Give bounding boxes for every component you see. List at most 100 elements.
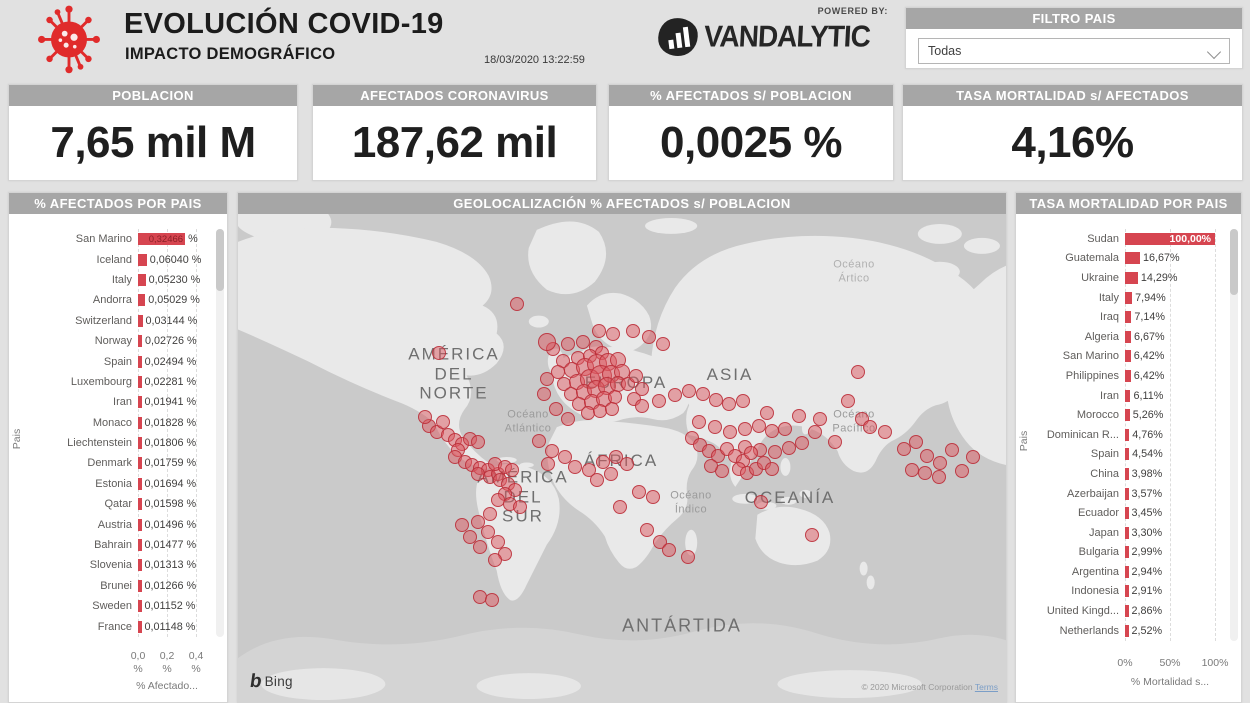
bar-andorra[interactable] [138,294,146,307]
bing-logo[interactable]: b Bing [248,671,293,692]
bar-liechtenstein[interactable] [138,437,142,450]
map-data-point[interactable] [736,394,750,408]
map-data-point[interactable] [738,422,752,436]
map-data-point[interactable] [604,467,618,481]
bar-sweden[interactable] [138,600,142,613]
map-data-point[interactable] [455,518,469,532]
map-data-point[interactable] [568,460,582,474]
map-data-point[interactable] [933,456,947,470]
map-data-point[interactable] [754,495,768,509]
map-data-point[interactable] [708,420,722,434]
map-data-point[interactable] [613,500,627,514]
map-data-point[interactable] [558,450,572,464]
map-data-point[interactable] [704,459,718,473]
map-data-point[interactable] [436,415,450,429]
bar-san-marino[interactable] [1125,350,1131,363]
bar-estonia[interactable] [138,477,142,490]
map-data-point[interactable] [966,450,980,464]
map-data-point[interactable] [851,365,865,379]
map-data-point[interactable] [432,346,446,360]
bar-luxembourg[interactable] [138,375,142,388]
map-data-point[interactable] [605,402,619,416]
bar-iceland[interactable] [138,253,147,266]
country-filter-dropdown[interactable]: Todas [918,38,1230,64]
bar-philippines[interactable] [1125,369,1131,382]
map-data-point[interactable] [418,410,432,424]
bar-monaco[interactable] [138,416,142,429]
map-data-point[interactable] [545,444,559,458]
map-data-point[interactable] [596,455,610,469]
bar-italy[interactable] [138,273,146,286]
bar-spain[interactable] [1125,448,1130,461]
map-data-point[interactable] [473,540,487,554]
map-data-point[interactable] [795,436,809,450]
map-data-point[interactable] [723,425,737,439]
map-data-point[interactable] [668,388,682,402]
bar-slovenia[interactable] [138,559,142,572]
map-data-point[interactable] [909,435,923,449]
map-data-point[interactable] [510,297,524,311]
bar-spain[interactable] [138,355,142,368]
map-data-point[interactable] [488,553,502,567]
map-data-point[interactable] [813,412,827,426]
bar-bahrain[interactable] [138,539,142,552]
map-data-point[interactable] [778,422,792,436]
bar-azerbaijan[interactable] [1125,487,1129,500]
map-data-point[interactable] [696,387,710,401]
bar-argentina[interactable] [1125,565,1129,578]
bar-denmark[interactable] [138,457,142,470]
map-data-point[interactable] [640,523,654,537]
scrollbar-thumb[interactable] [216,229,224,291]
map-data-point[interactable] [481,525,495,539]
map-data-point[interactable] [905,463,919,477]
bar-france[interactable] [138,620,142,633]
map-data-point[interactable] [538,333,556,351]
map-data-point[interactable] [782,441,796,455]
terms-link[interactable]: Terms [974,682,998,692]
bar-dominican-r-[interactable] [1125,428,1130,441]
bar-qatar[interactable] [138,498,142,511]
map-data-point[interactable] [606,327,620,341]
map-data-point[interactable] [540,372,554,386]
scrollbar-thumb[interactable] [1230,229,1238,295]
map-data-point[interactable] [760,406,774,420]
bar-italy[interactable] [1125,291,1133,304]
map-data-point[interactable] [485,593,499,607]
bar-norway[interactable] [138,335,142,348]
map-data-point[interactable] [765,424,779,438]
map-data-point[interactable] [792,409,806,423]
map-data-point[interactable] [541,457,555,471]
map-data-point[interactable] [808,425,822,439]
bar-china[interactable] [1125,467,1129,480]
map-data-point[interactable] [765,462,779,476]
bar-indonesia[interactable] [1125,585,1129,598]
map-data-point[interactable] [841,394,855,408]
map-data-point[interactable] [635,399,649,413]
bar-iraq[interactable] [1125,311,1132,324]
bar-switzerland[interactable] [138,314,143,327]
bar-sudan[interactable]: 100,00% [1125,232,1215,245]
map-data-point[interactable] [918,466,932,480]
map-data-point[interactable] [505,463,519,477]
map-data-point[interactable] [681,550,695,564]
bar-brunei[interactable] [138,579,142,592]
map-data-point[interactable] [549,402,563,416]
map-data-point[interactable] [629,369,643,383]
bar-iran[interactable] [138,396,142,409]
map-data-point[interactable] [646,490,660,504]
map-data-point[interactable] [491,535,505,549]
map-data-point[interactable] [744,446,758,460]
map-data-point[interactable] [626,324,640,338]
map-data-point[interactable] [513,500,527,514]
map-data-point[interactable] [752,419,766,433]
map-data-point[interactable] [635,382,649,396]
map-data-point[interactable] [692,415,706,429]
bar-netherlands[interactable] [1125,624,1129,637]
map-data-point[interactable] [828,435,842,449]
map-data-point[interactable] [945,443,959,457]
map-data-point[interactable] [471,435,485,449]
map-data-point[interactable] [805,528,819,542]
map-data-point[interactable] [590,473,604,487]
bar-ukraine[interactable] [1125,271,1138,284]
